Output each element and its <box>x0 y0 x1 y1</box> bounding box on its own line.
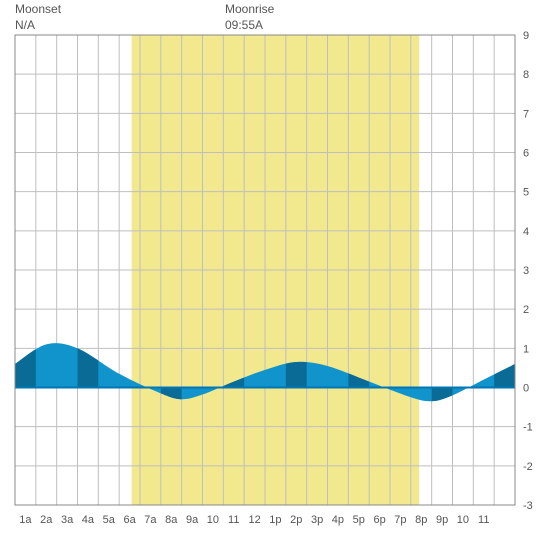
x-tick-label: 11 <box>478 514 489 526</box>
x-tick-label: 2p <box>290 514 302 526</box>
x-tick-label: 2a <box>40 514 53 526</box>
y-tick-label: 1 <box>523 343 529 355</box>
x-tick-label: 7p <box>394 514 406 526</box>
x-tick-label: 1a <box>19 514 32 526</box>
x-tick-label: 5p <box>353 514 365 526</box>
x-tick-label: 3p <box>311 514 323 526</box>
y-tick-label: 8 <box>523 69 529 81</box>
y-tick-label: 2 <box>523 304 529 316</box>
x-tick-label: 10 <box>207 514 219 526</box>
tide-chart-container: Moonset N/A Moonrise 09:55A -3-2-1012345… <box>0 0 550 550</box>
y-tick-label: 7 <box>523 108 529 120</box>
moonrise-label: Moonrise <box>225 2 274 18</box>
x-tick-label: 1p <box>269 514 281 526</box>
x-tick-label: 12 <box>248 514 260 526</box>
y-tick-label: 3 <box>523 265 529 277</box>
moonrise-value: 09:55A <box>225 18 274 34</box>
x-tick-label: 9a <box>186 514 199 526</box>
moonset-block: Moonset N/A <box>15 2 61 33</box>
x-tick-label: 8p <box>415 514 427 526</box>
x-tick-label: 5a <box>103 514 116 526</box>
x-tick-label: 6p <box>373 514 385 526</box>
moonrise-block: Moonrise 09:55A <box>225 2 274 33</box>
moonset-value: N/A <box>15 18 61 34</box>
tide-chart: -3-2-101234567891a2a3a4a5a6a7a8a9a101112… <box>0 0 550 550</box>
y-tick-label: -2 <box>523 461 533 473</box>
y-tick-label: -3 <box>523 500 533 512</box>
x-tick-label: 4a <box>82 514 95 526</box>
x-tick-label: 8a <box>165 514 178 526</box>
y-tick-label: 5 <box>523 187 529 199</box>
x-tick-label: 4p <box>332 514 344 526</box>
moonset-label: Moonset <box>15 2 61 18</box>
y-tick-label: 9 <box>523 30 529 42</box>
x-tick-label: 3a <box>61 514 74 526</box>
y-tick-label: 6 <box>523 148 529 160</box>
y-tick-label: 0 <box>523 383 529 395</box>
y-tick-label: -1 <box>523 422 533 434</box>
x-tick-label: 9p <box>436 514 448 526</box>
x-tick-label: 11 <box>228 514 239 526</box>
x-tick-label: 6a <box>123 514 136 526</box>
x-tick-label: 10 <box>457 514 469 526</box>
y-tick-label: 4 <box>523 226 529 238</box>
x-tick-label: 7a <box>144 514 157 526</box>
